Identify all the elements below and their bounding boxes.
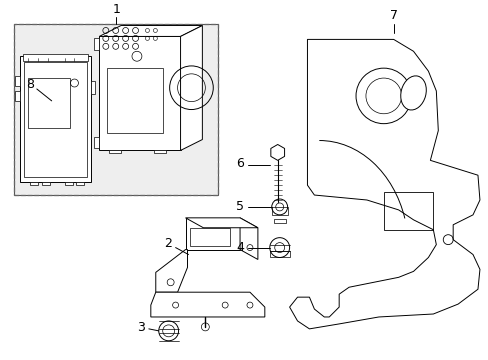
Polygon shape bbox=[185, 218, 240, 249]
Polygon shape bbox=[23, 54, 88, 61]
Text: 7: 7 bbox=[389, 9, 397, 22]
Bar bbox=[14, 23, 218, 195]
Polygon shape bbox=[94, 136, 99, 148]
Polygon shape bbox=[30, 182, 38, 185]
Text: 1: 1 bbox=[112, 3, 120, 16]
Bar bbox=[190, 228, 230, 246]
Bar bbox=[28, 78, 69, 128]
Bar bbox=[107, 68, 163, 132]
Polygon shape bbox=[240, 218, 257, 260]
Text: 8: 8 bbox=[26, 77, 34, 90]
Polygon shape bbox=[156, 249, 187, 292]
Polygon shape bbox=[91, 81, 95, 94]
Bar bbox=[383, 192, 432, 230]
Polygon shape bbox=[109, 150, 121, 153]
Polygon shape bbox=[180, 26, 202, 150]
Text: 4: 4 bbox=[236, 241, 244, 254]
Bar bbox=[14, 23, 218, 195]
Polygon shape bbox=[99, 36, 180, 150]
Polygon shape bbox=[41, 182, 50, 185]
Text: 3: 3 bbox=[137, 321, 144, 334]
Polygon shape bbox=[289, 39, 479, 329]
Polygon shape bbox=[64, 182, 72, 185]
Bar bbox=[271, 207, 287, 215]
Text: 6: 6 bbox=[236, 157, 244, 170]
Text: 2: 2 bbox=[163, 237, 171, 250]
Text: 5: 5 bbox=[236, 201, 244, 213]
Polygon shape bbox=[20, 56, 91, 182]
Bar bbox=[273, 219, 285, 223]
Polygon shape bbox=[154, 150, 165, 153]
Polygon shape bbox=[15, 76, 20, 86]
Polygon shape bbox=[94, 39, 99, 50]
Polygon shape bbox=[76, 182, 84, 185]
Bar bbox=[269, 251, 289, 257]
Polygon shape bbox=[185, 218, 257, 228]
Polygon shape bbox=[99, 26, 202, 36]
Polygon shape bbox=[150, 292, 264, 317]
Ellipse shape bbox=[400, 76, 426, 110]
Polygon shape bbox=[15, 91, 20, 101]
